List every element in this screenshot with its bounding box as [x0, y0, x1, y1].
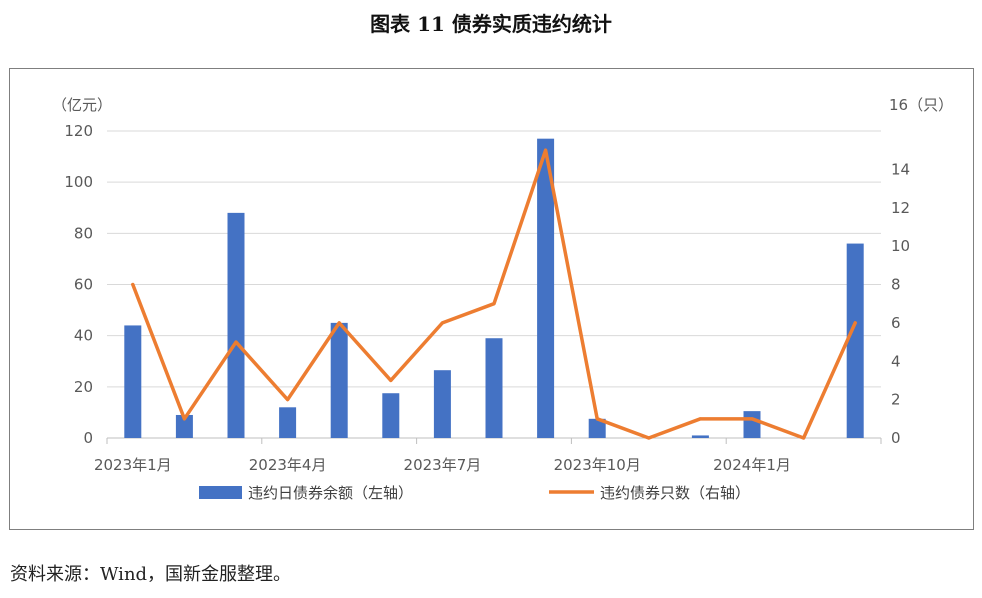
bar	[330, 322, 348, 438]
bar	[537, 138, 555, 439]
chart-frame	[9, 68, 974, 530]
line-point	[544, 148, 548, 152]
right-tick-label: 0	[891, 429, 901, 447]
legend-label-line: 违约债券只数（右轴）	[600, 484, 750, 502]
line-point	[647, 436, 651, 440]
left-tick-label: 60	[74, 276, 93, 294]
right-tick-label: 6	[891, 314, 901, 332]
bar	[743, 411, 761, 438]
x-tick-label: 2023年10月	[554, 456, 641, 474]
x-tick-label: 2023年1月	[94, 456, 172, 474]
legend-swatch-bar	[199, 486, 242, 499]
bar	[279, 407, 297, 438]
left-tick-label: 20	[74, 378, 93, 396]
line-point	[698, 417, 702, 421]
line-point	[182, 417, 186, 421]
left-tick-label: 0	[83, 429, 93, 447]
bar	[382, 393, 400, 438]
figure-title: 图表 11 债券实质违约统计	[370, 12, 612, 36]
legend-label-bar: 违约日债券余额（左轴）	[248, 484, 413, 502]
line-point	[234, 340, 238, 344]
line-point	[750, 417, 754, 421]
line-point	[492, 302, 496, 306]
bar	[433, 370, 451, 438]
right-tick-label: 10	[891, 237, 910, 255]
bar	[846, 243, 864, 438]
source-note: 资料来源：Wind，国新金服整理。	[10, 564, 292, 585]
left-tick-label: 120	[64, 122, 93, 140]
line-point	[440, 321, 444, 325]
bar	[691, 435, 709, 438]
bar	[588, 418, 606, 438]
left-axis-unit: （亿元）	[52, 96, 112, 114]
left-tick-label: 100	[64, 173, 93, 191]
line-point	[389, 378, 393, 382]
line-point	[337, 321, 341, 325]
bar	[227, 212, 245, 438]
line-point	[595, 417, 599, 421]
line-point	[853, 321, 857, 325]
right-tick-label: 4	[891, 352, 901, 370]
x-tick-label: 2023年4月	[249, 456, 327, 474]
line-point	[286, 398, 290, 402]
right-tick-label: 8	[891, 276, 901, 294]
bar	[175, 414, 193, 438]
bar	[485, 338, 503, 438]
left-tick-label: 40	[74, 327, 93, 345]
line-point	[131, 283, 135, 286]
right-tick-label: 2	[891, 391, 901, 409]
bar	[124, 325, 142, 438]
right-tick-label: 14	[891, 160, 910, 178]
line-point	[802, 436, 806, 440]
x-tick-label: 2024年1月	[713, 456, 791, 474]
x-tick-label: 2023年7月	[404, 456, 482, 474]
right-tick-label: 12	[891, 199, 910, 217]
right-axis-unit: 16（只）	[889, 96, 953, 114]
left-tick-label: 80	[74, 224, 93, 242]
